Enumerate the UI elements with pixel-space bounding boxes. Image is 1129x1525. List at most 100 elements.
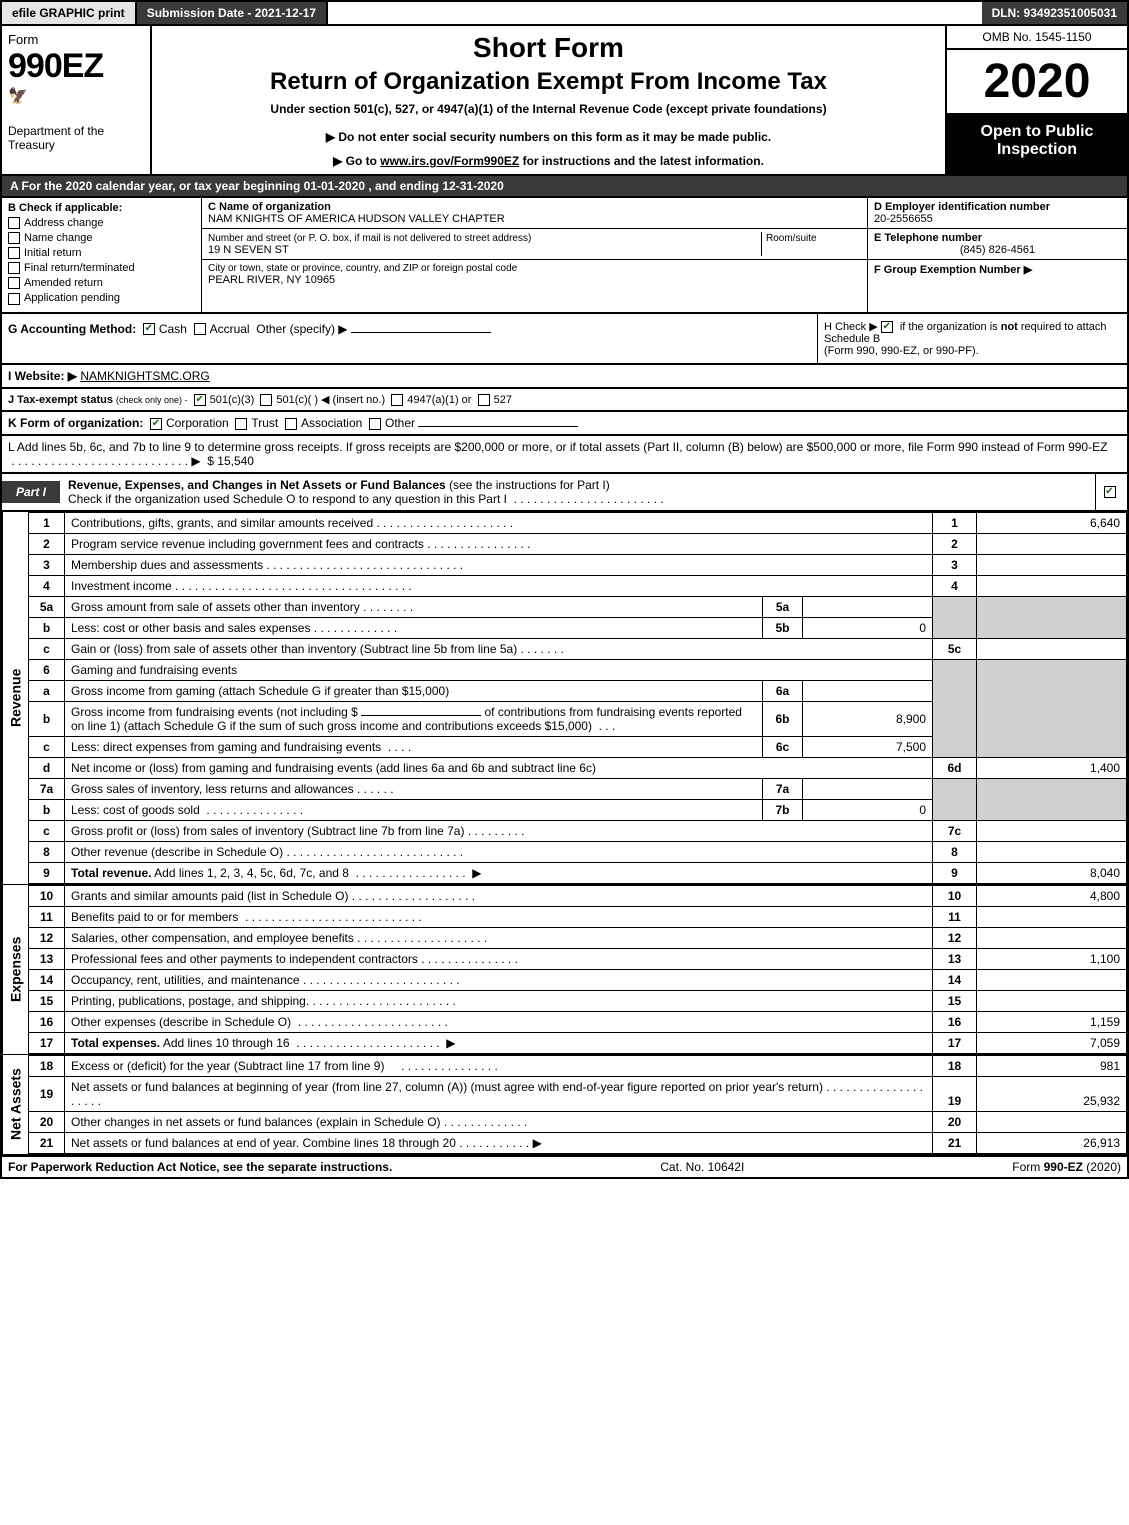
check-trust[interactable] [235,418,247,430]
other-specify-line[interactable] [351,332,491,333]
ssn-warning: ▶ Do not enter social security numbers o… [160,130,937,144]
city-label: City or town, state or province, country… [208,263,861,274]
other-org-line[interactable] [418,426,578,427]
b-label: B Check if applicable: [8,202,195,214]
line-15: 15 Printing, publications, postage, and … [29,990,1127,1011]
l-amount: $ 15,540 [207,454,254,468]
label-association: Association [301,416,362,430]
row-a-tax-year: A For the 2020 calendar year, or tax yea… [0,176,1129,198]
line-14: 14 Occupancy, rent, utilities, and maint… [29,969,1127,990]
page-footer: For Paperwork Reduction Act Notice, see … [0,1156,1129,1179]
line-2: 2 Program service revenue including gove… [29,533,1127,554]
line-1: 1 Contributions, gifts, grants, and simi… [29,512,1127,533]
check-schedule-b[interactable] [881,321,893,333]
cash-label: Cash [159,322,187,336]
return-title: Return of Organization Exempt From Incom… [160,68,937,96]
org-address: 19 N SEVEN ST [208,244,289,256]
h-text2: if the organization is [900,321,1001,333]
section-d-e-f: D Employer identification number 20-2556… [867,198,1127,312]
telephone-value: (845) 826-4561 [874,244,1121,256]
other-specify: Other (specify) ▶ [256,322,347,336]
section-b-checks: B Check if applicable: Address change Na… [2,198,202,312]
net-assets-side-label: Net Assets [2,1055,28,1154]
irs-link[interactable]: www.irs.gov/Form990EZ [380,154,519,168]
header-left: Form 990EZ 🦅 Department of the Treasury [2,26,152,174]
check-initial-return[interactable]: Initial return [8,247,195,259]
city-row: City or town, state or province, country… [202,260,867,289]
addr-label: Number and street (or P. O. box, if mail… [208,233,531,244]
line-5a: 5a Gross amount from sale of assets othe… [29,596,1127,617]
line-18: 18 Excess or (deficit) for the year (Sub… [29,1055,1127,1076]
h-check: H Check ▶ if the organization is not req… [817,314,1127,363]
check-amended-return[interactable]: Amended return [8,277,195,289]
check-501c3[interactable] [194,394,206,406]
open-to-public: Open to Public Inspection [947,115,1127,174]
form-number: 990EZ [8,47,144,86]
check-527[interactable] [478,394,490,406]
line-6b-blank[interactable] [361,715,481,716]
topbar-spacer [328,2,981,24]
line-19: 19 Net assets or fund balances at beginn… [29,1076,1127,1111]
goto-post: for instructions and the latest informat… [519,154,764,168]
short-form-title: Short Form [160,32,937,64]
goto-pre: ▶ Go to [333,154,380,168]
c-label: C Name of organization [208,201,861,213]
line-3: 3 Membership dues and assessments . . . … [29,554,1127,575]
line-20: 20 Other changes in net assets or fund b… [29,1111,1127,1132]
addr-row: Number and street (or P. O. box, if mail… [202,229,867,260]
e-row: E Telephone number (845) 826-4561 [868,229,1127,260]
check-application-pending[interactable]: Application pending [8,292,195,304]
label-4947: 4947(a)(1) or [407,394,471,406]
check-corporation[interactable] [150,418,162,430]
expenses-block: Expenses 10 Grants and similar amounts p… [0,885,1129,1055]
header-center: Short Form Return of Organization Exempt… [152,26,947,174]
part-1-check-line: Check if the organization used Schedule … [68,492,507,506]
row-g-h: G Accounting Method: Cash Accrual Other … [0,314,1129,365]
check-other-org[interactable] [369,418,381,430]
revenue-side-label: Revenue [2,512,28,884]
submission-date-button[interactable]: Submission Date - 2021-12-17 [137,2,328,24]
line-10: 10 Grants and similar amounts paid (list… [29,885,1127,906]
l-text: L Add lines 5b, 6c, and 7b to line 9 to … [8,440,1107,454]
line-7a: 7a Gross sales of inventory, less return… [29,778,1127,799]
d-label: D Employer identification number [874,201,1050,213]
check-address-change[interactable]: Address change [8,217,195,229]
line-4: 4 Investment income . . . . . . . . . . … [29,575,1127,596]
footer-paperwork: For Paperwork Reduction Act Notice, see … [8,1160,392,1174]
part-1-checkbox[interactable] [1095,474,1127,510]
part-1-tab: Part I [2,481,60,503]
website-value[interactable]: NAMKNIGHTSMC.ORG [80,369,209,383]
check-association[interactable] [285,418,297,430]
h-text1: H Check ▶ [824,321,881,333]
line-11: 11 Benefits paid to or for members . . .… [29,906,1127,927]
check-501c[interactable] [260,394,272,406]
h-not: not [1001,321,1018,333]
check-4947[interactable] [391,394,403,406]
row-k-form-org: K Form of organization: Corporation Trus… [0,412,1129,436]
net-assets-table: 18 Excess or (deficit) for the year (Sub… [28,1055,1127,1154]
check-name-change[interactable]: Name change [8,232,195,244]
g-label: G Accounting Method: [8,322,136,336]
check-cash[interactable] [143,323,155,335]
line-6: 6 Gaming and fundraising events [29,659,1127,680]
line-13: 13 Professional fees and other payments … [29,948,1127,969]
row-l-gross-receipts: L Add lines 5b, 6c, and 7b to line 9 to … [0,436,1129,474]
label-other-org: Other [385,416,415,430]
efile-print-button[interactable]: efile GRAPHIC print [2,2,137,24]
expenses-table: 10 Grants and similar amounts paid (list… [28,885,1127,1054]
line-21: 21 Net assets or fund balances at end of… [29,1132,1127,1153]
top-bar: efile GRAPHIC print Submission Date - 20… [0,0,1129,26]
g-accounting: G Accounting Method: Cash Accrual Other … [2,314,817,363]
section-b-through-f: B Check if applicable: Address change Na… [0,198,1129,314]
footer-cat-no: Cat. No. 10642I [660,1160,744,1174]
e-label: E Telephone number [874,232,982,244]
room-label: Room/suite [766,233,817,244]
row-j-tax-exempt: J Tax-exempt status (check only one) - 5… [0,389,1129,412]
check-final-return[interactable]: Final return/terminated [8,262,195,274]
ein-value: 20-2556655 [874,213,933,225]
k-label: K Form of organization: [8,416,143,430]
label-501c3: 501(c)(3) [210,394,255,406]
revenue-block: Revenue 1 Contributions, gifts, grants, … [0,512,1129,885]
check-accrual[interactable] [194,323,206,335]
h-text4: (Form 990, 990-EZ, or 990-PF). [824,345,979,357]
